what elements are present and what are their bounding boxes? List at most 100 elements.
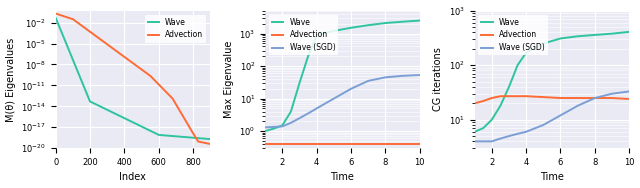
Advection — [522, 95, 530, 97]
Wave — [479, 127, 487, 129]
Y-axis label: Max Eigenvalue: Max Eigenvalue — [224, 41, 234, 118]
Wave — [514, 64, 522, 66]
Wave — [399, 21, 406, 23]
Wave — [488, 119, 495, 121]
Advection — [574, 97, 582, 99]
Wave — [261, 130, 269, 132]
X-axis label: Index: Index — [120, 172, 147, 182]
Wave — [557, 37, 564, 40]
Advection — [514, 95, 522, 97]
Wave — [625, 31, 633, 33]
Wave (SGD) — [261, 126, 269, 129]
Wave — [608, 33, 616, 35]
X-axis label: Time: Time — [540, 172, 564, 182]
Wave — [270, 127, 278, 130]
Wave (SGD) — [540, 124, 547, 126]
Wave — [287, 110, 295, 113]
Wave (SGD) — [625, 90, 633, 92]
Wave — [296, 82, 303, 84]
Advection — [399, 143, 406, 145]
Wave — [471, 131, 479, 133]
Legend: Wave, Advection, Wave (SGD): Wave, Advection, Wave (SGD) — [269, 15, 339, 55]
Line: Wave: Wave — [56, 18, 210, 139]
Wave — [52, 17, 60, 19]
Wave (SGD) — [514, 133, 522, 135]
Line: Advection: Advection — [56, 14, 210, 144]
Wave (SGD) — [574, 105, 582, 107]
Wave (SGD) — [399, 75, 406, 77]
Wave — [278, 124, 286, 127]
Advection — [68, 18, 76, 20]
Advection — [313, 143, 321, 145]
Wave — [574, 35, 582, 37]
Wave (SGD) — [364, 80, 372, 82]
Advection — [479, 100, 487, 102]
Line: Advection: Advection — [475, 96, 629, 103]
Advection — [488, 97, 495, 99]
Wave — [162, 134, 170, 137]
Advection — [347, 143, 355, 145]
Line: Wave (SGD): Wave (SGD) — [475, 91, 629, 141]
Advection — [416, 143, 424, 145]
X-axis label: Time: Time — [330, 172, 355, 182]
Line: Wave (SGD): Wave (SGD) — [265, 75, 420, 127]
Wave (SGD) — [497, 137, 504, 140]
Wave — [505, 86, 513, 88]
Line: Wave: Wave — [265, 20, 420, 131]
Advection — [296, 143, 303, 145]
Wave — [591, 34, 598, 36]
Wave — [304, 55, 312, 57]
Wave — [313, 34, 321, 36]
Wave — [497, 105, 504, 107]
Advection — [471, 102, 479, 104]
Advection — [206, 143, 214, 145]
Wave — [185, 136, 193, 139]
Wave (SGD) — [479, 140, 487, 143]
Wave — [68, 58, 76, 60]
Wave (SGD) — [488, 140, 495, 143]
Advection — [52, 12, 60, 15]
Legend: Wave, Advection, Wave (SGD): Wave, Advection, Wave (SGD) — [479, 15, 548, 55]
Advection — [557, 97, 564, 99]
Wave (SGD) — [330, 97, 338, 100]
Advection — [162, 90, 170, 92]
Advection — [168, 97, 176, 99]
Wave — [168, 135, 176, 137]
Advection — [330, 143, 338, 145]
Wave (SGD) — [296, 117, 303, 119]
Wave — [330, 30, 338, 32]
Wave (SGD) — [557, 114, 564, 117]
Wave (SGD) — [270, 126, 278, 128]
Wave (SGD) — [591, 97, 598, 99]
Wave (SGD) — [505, 135, 513, 137]
Wave (SGD) — [416, 74, 424, 76]
Wave — [118, 116, 125, 118]
Advection — [270, 143, 278, 145]
Wave (SGD) — [522, 131, 530, 133]
Wave (SGD) — [304, 112, 312, 114]
Wave — [92, 103, 100, 105]
Wave — [364, 24, 372, 26]
Advection — [92, 35, 100, 37]
Advection — [625, 98, 633, 100]
Y-axis label: CG iterations: CG iterations — [433, 48, 444, 111]
Wave (SGD) — [287, 122, 295, 124]
Advection — [364, 143, 372, 145]
Advection — [608, 97, 616, 99]
Advection — [381, 143, 389, 145]
Y-axis label: M(θ) Eigenvalues: M(θ) Eigenvalues — [6, 37, 15, 122]
Wave — [540, 42, 547, 45]
Wave (SGD) — [347, 88, 355, 90]
Wave (SGD) — [471, 140, 479, 143]
Wave — [416, 19, 424, 22]
Wave — [381, 22, 389, 24]
Line: Wave: Wave — [475, 32, 629, 132]
Wave — [347, 27, 355, 29]
Wave (SGD) — [608, 92, 616, 95]
Advection — [304, 143, 312, 145]
Legend: Wave, Advection: Wave, Advection — [145, 15, 206, 42]
Wave (SGD) — [381, 76, 389, 78]
Wave (SGD) — [313, 107, 321, 110]
Advection — [185, 125, 193, 127]
Wave — [522, 52, 530, 54]
